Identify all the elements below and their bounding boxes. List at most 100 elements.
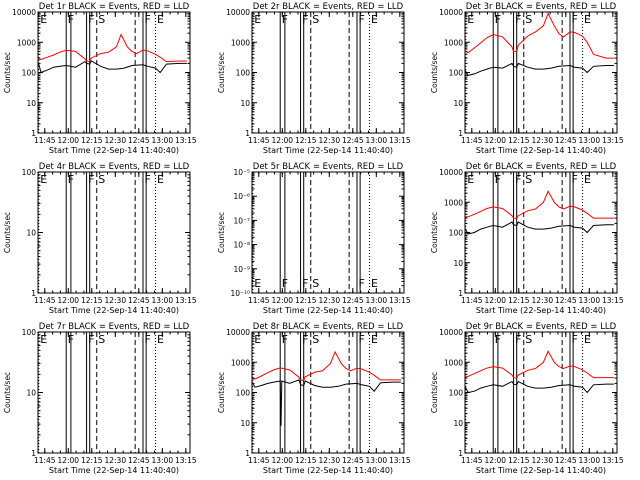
y-tick-label: 1 xyxy=(458,289,463,298)
event-marker-label: F xyxy=(302,13,308,26)
y-tick-label: 10 xyxy=(453,259,463,268)
x-tick-label: 12:30 xyxy=(318,296,340,305)
x-axis-label: Start Time (22-Sep-14 11:40:40) xyxy=(49,306,179,315)
event-marker-label: F xyxy=(282,333,288,346)
plot-frame xyxy=(464,171,618,294)
y-axis-label: Counts/sec xyxy=(3,212,12,253)
event-marker-label: F xyxy=(88,173,94,186)
x-tick-label: 12:15 xyxy=(81,456,103,465)
detector-panel-3: Det 3r BLACK = Events, RED = LLD 1 10 100 10… xyxy=(430,2,624,155)
event-marker-label: E xyxy=(584,173,591,186)
event-marker-label: E xyxy=(40,13,47,26)
event-marker-label: E xyxy=(254,333,261,346)
event-marker-label: E xyxy=(584,333,591,346)
y-tick-label: 10 xyxy=(453,419,463,428)
series-group xyxy=(252,350,401,426)
x-tick-label: 12:00 xyxy=(271,296,293,305)
y-tick-label: 10 xyxy=(26,229,36,238)
plot-frame xyxy=(464,331,618,454)
event-markers xyxy=(465,12,584,133)
x-tick-label: 11:45 xyxy=(34,136,56,145)
events-series-line xyxy=(252,379,401,426)
event-marker-label: E xyxy=(467,173,474,186)
event-marker-label: F xyxy=(68,333,74,346)
x-tick-label: 12:30 xyxy=(531,456,553,465)
x-tick-label: 12:30 xyxy=(531,296,553,305)
event-marker-label: F xyxy=(495,173,501,186)
y-tick-label: 10 xyxy=(26,389,36,398)
plot-frame xyxy=(251,171,405,294)
event-marker-label: E xyxy=(40,333,47,346)
event-marker-label: F xyxy=(282,13,288,26)
event-marker-label: F xyxy=(144,13,150,26)
y-tick-label: 1000 xyxy=(444,38,463,47)
x-axis-label: Start Time (22-Sep-14 11:40:40) xyxy=(476,466,606,475)
event-marker-label: E xyxy=(157,13,164,26)
panel-title: Det 2r BLACK = Events, RED = LLD xyxy=(253,2,404,12)
event-marker-label: F xyxy=(358,277,364,290)
event-markers xyxy=(38,12,157,133)
x-tick-label: 13:00 xyxy=(365,136,387,145)
y-tick-label: 100 xyxy=(449,389,464,398)
event-marker-label: S xyxy=(525,173,532,186)
x-axis-label: Start Time (22-Sep-14 11:40:40) xyxy=(263,306,393,315)
y-tick-label: 10000 xyxy=(439,328,463,337)
lld-series-line xyxy=(465,190,614,220)
detector-panel-1: Det 1r BLACK = Events, RED = LLD 1 10 100 10… xyxy=(3,2,197,155)
events-series-line xyxy=(465,380,614,394)
y-tick-label: 100 xyxy=(22,69,37,78)
x-tick-label: 12:15 xyxy=(81,136,103,145)
event-marker-label: E xyxy=(157,173,164,186)
lld-series-line xyxy=(465,12,614,59)
x-tick-label: 11:45 xyxy=(34,456,56,465)
x-tick-label: 12:15 xyxy=(508,296,530,305)
y-tick-label: 1000 xyxy=(231,38,250,47)
x-tick-label: 11:45 xyxy=(461,296,483,305)
y-tick-label: 1000 xyxy=(17,38,36,47)
x-tick-label: 13:15 xyxy=(602,136,624,145)
event-marker-label: F xyxy=(302,333,308,346)
event-marker-label: E xyxy=(584,13,591,26)
event-markers xyxy=(465,332,584,453)
event-marker-label: S xyxy=(525,13,532,26)
x-tick-label: 12:00 xyxy=(57,296,79,305)
x-tick-label: 11:45 xyxy=(248,136,270,145)
event-marker-label: S xyxy=(312,13,319,26)
event-marker-label: F xyxy=(302,277,308,290)
event-marker-label: F xyxy=(571,333,577,346)
y-tick-label: 10⁻⁶ xyxy=(233,192,250,201)
event-marker-label: S xyxy=(98,333,105,346)
event-marker-label: E xyxy=(467,333,474,346)
detector-panel-4: Det 4r BLACK = Events, RED = LLD 1 10 100 11… xyxy=(3,162,197,315)
event-markers xyxy=(38,332,157,453)
x-tick-label: 12:45 xyxy=(128,296,150,305)
event-marker-label: F xyxy=(571,13,577,26)
event-marker-label: S xyxy=(98,13,105,26)
x-tick-label: 12:45 xyxy=(128,136,150,145)
x-tick-label: 13:00 xyxy=(151,456,173,465)
y-tick-label: 10000 xyxy=(439,168,463,177)
y-tick-label: 100 xyxy=(236,69,251,78)
y-tick-label: 1 xyxy=(31,449,36,458)
event-markers xyxy=(38,172,157,293)
event-marker-label: F xyxy=(515,13,521,26)
event-marker-label: F xyxy=(358,13,364,26)
event-marker-label: S xyxy=(525,333,532,346)
y-tick-label: 1000 xyxy=(444,358,463,367)
y-tick-label: 1 xyxy=(31,289,36,298)
x-tick-label: 13:15 xyxy=(389,136,411,145)
plot-frame xyxy=(251,11,405,134)
event-marker-label: E xyxy=(371,277,378,290)
detector-panel-2: Det 2r BLACK = Events, RED = LLD 1 10 100 10… xyxy=(217,2,411,155)
x-tick-label: 12:45 xyxy=(342,296,364,305)
event-marker-label: F xyxy=(515,333,521,346)
event-markers xyxy=(252,12,371,133)
event-markers xyxy=(252,332,371,453)
x-tick-label: 12:15 xyxy=(508,136,530,145)
lld-series-line xyxy=(465,350,614,379)
y-tick-label: 10 xyxy=(240,419,250,428)
x-tick-label: 13:15 xyxy=(602,296,624,305)
y-axis-label: Counts/sec xyxy=(217,52,226,93)
x-tick-label: 13:00 xyxy=(365,296,387,305)
event-marker-label: F xyxy=(144,333,150,346)
